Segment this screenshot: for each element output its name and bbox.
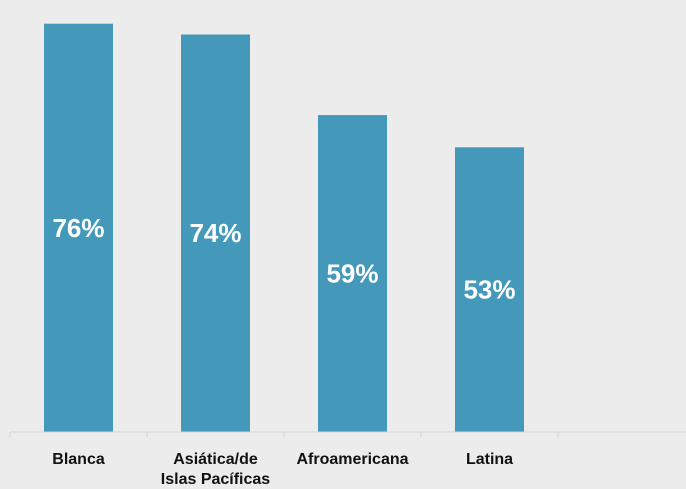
x-axis (9, 431, 686, 438)
category-label: Blanca (52, 451, 105, 468)
bar-value-label: 59% (326, 259, 378, 289)
bar-4 (455, 147, 524, 433)
bar-2 (181, 34, 250, 432)
data-labels-group: 76% 74% 59% 53% (52, 213, 515, 305)
bars-group (44, 23, 524, 433)
category-label: Latina (466, 451, 513, 468)
bar-3 (318, 115, 387, 432)
category-label: Afroamericana (296, 451, 408, 468)
bar-value-label: 74% (189, 218, 241, 248)
bar-value-label: 53% (463, 275, 515, 305)
category-labels-group: Blanca Asiática/de Islas Pacíficas Afroamer… (52, 451, 513, 488)
bar-1 (44, 23, 113, 432)
bar-value-label: 76% (52, 213, 104, 243)
category-label: Asiática/de Islas Pacíficas (161, 451, 271, 488)
